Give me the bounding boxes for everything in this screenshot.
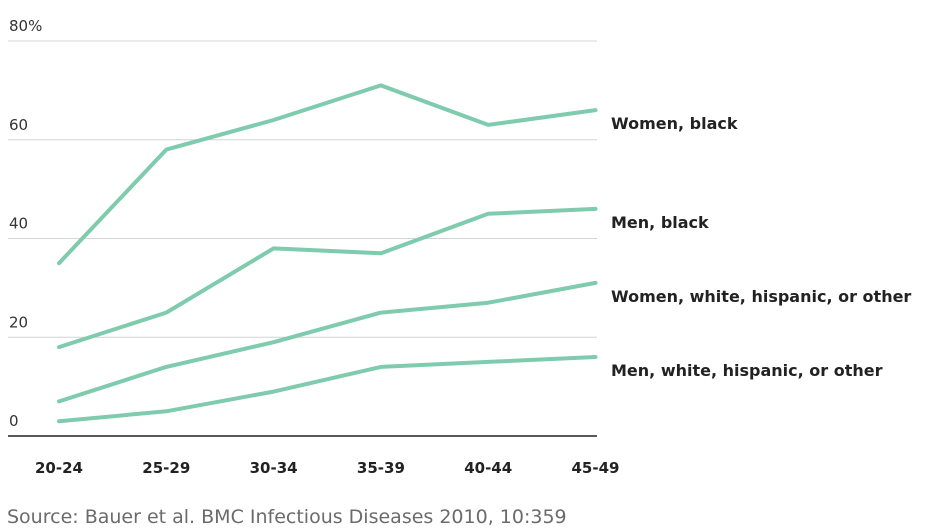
y-tick-label: 40 [9, 215, 28, 233]
x-tick-label: 20-24 [35, 459, 83, 477]
y-tick-label: 60 [9, 116, 28, 134]
series-line [57, 83, 598, 266]
series-line [57, 355, 598, 424]
series-label: Men, black [611, 213, 709, 232]
x-tick-label: 25-29 [142, 459, 190, 477]
x-axis-ticks: 20-24 25-29 30-34 35-39 40-44 45-49 [35, 459, 619, 477]
series-label: Men, white, hispanic, or other [611, 361, 883, 380]
series-label: Women, white, hispanic, or other [611, 287, 911, 306]
y-tick-label: 80% [9, 17, 42, 35]
y-tick-label: 20 [9, 313, 28, 331]
y-tick-label: 0 [9, 412, 19, 430]
x-tick-label: 45-49 [572, 459, 620, 477]
x-tick-label: 35-39 [357, 459, 405, 477]
x-tick-label: 30-34 [250, 459, 298, 477]
series-labels: Women, black Men, black Women, white, hisp… [611, 114, 911, 380]
gridlines [8, 40, 597, 437]
series-line [57, 206, 598, 350]
source-note: Source: Bauer et al. BMC Infectious Dise… [7, 506, 567, 528]
series-lines [57, 83, 598, 424]
x-tick-label: 40-44 [464, 459, 512, 477]
series-line [57, 280, 598, 404]
series-label: Women, black [611, 114, 738, 133]
y-axis-ticks: 0 20 40 60 80% [9, 17, 42, 430]
